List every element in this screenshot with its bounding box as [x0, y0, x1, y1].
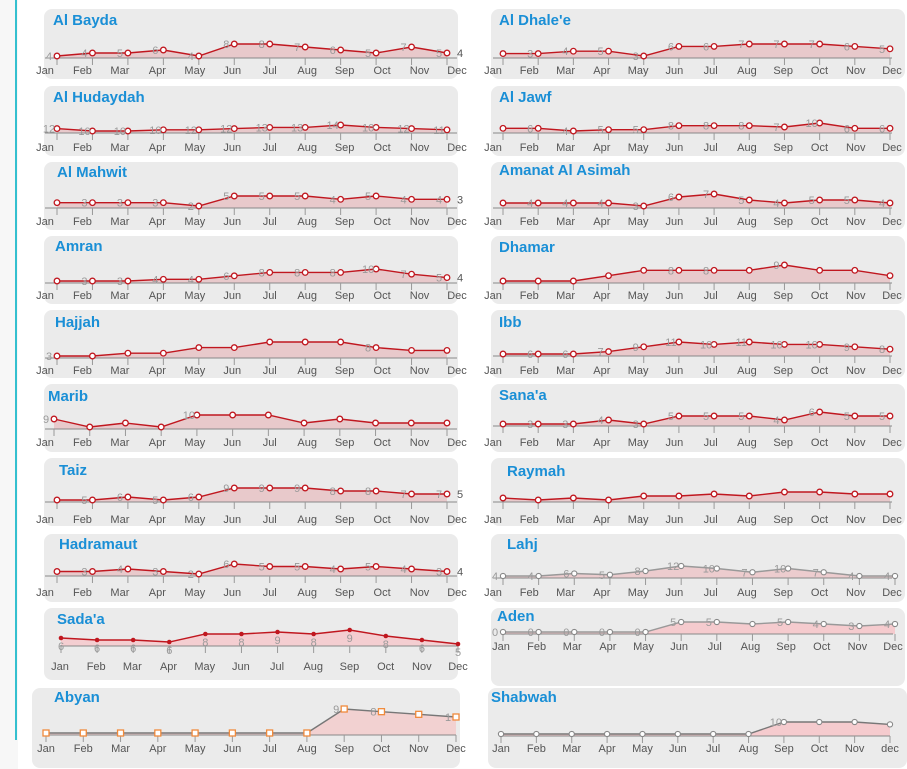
chart-title: Dhamar: [499, 239, 555, 256]
chart-title: Shabwah: [491, 689, 557, 706]
chart-title: Taiz: [59, 462, 88, 479]
chart-panel-hajjah: [44, 310, 458, 378]
chart-title: Sana'a: [499, 387, 547, 404]
chart-panel-taiz: [44, 458, 458, 526]
chart-title: Raymah: [507, 463, 566, 480]
chart-title: Sada'a: [57, 611, 105, 628]
chart-title: Lahj: [507, 536, 538, 553]
chart-title: Abyan: [54, 689, 100, 706]
chart-panel-sana-a: [491, 384, 905, 452]
chart-title: Al Jawf: [499, 89, 552, 106]
chart-title: Ibb: [499, 314, 522, 331]
chart-panel-aden: [491, 608, 905, 686]
left-margin: [0, 0, 18, 769]
chart-panel-al-jawf: [491, 86, 905, 156]
chart-panel-amran: [44, 236, 458, 304]
chart-title: Al Bayda: [53, 12, 118, 29]
chart-title: Amran: [55, 238, 103, 255]
chart-title: Marib: [48, 388, 89, 405]
left-accent-line: [15, 0, 17, 740]
chart-panel-al-hudaydah: [44, 86, 458, 156]
chart-panel-ibb: [491, 310, 905, 378]
chart-title: Amanat Al Asimah: [499, 162, 631, 179]
chart-title: Al Dhale'e: [499, 12, 571, 29]
chart-panel-marib: [44, 384, 458, 452]
chart-title: Aden: [497, 608, 535, 625]
chart-panel-lahj: [491, 534, 905, 602]
chart-title: Al Hudaydah: [53, 89, 145, 106]
chart-title: Hadramaut: [59, 536, 138, 553]
chart-title: Hajjah: [55, 314, 101, 331]
chart-title: Al Mahwit: [57, 164, 127, 181]
chart-panel-sada-a: [44, 608, 458, 680]
